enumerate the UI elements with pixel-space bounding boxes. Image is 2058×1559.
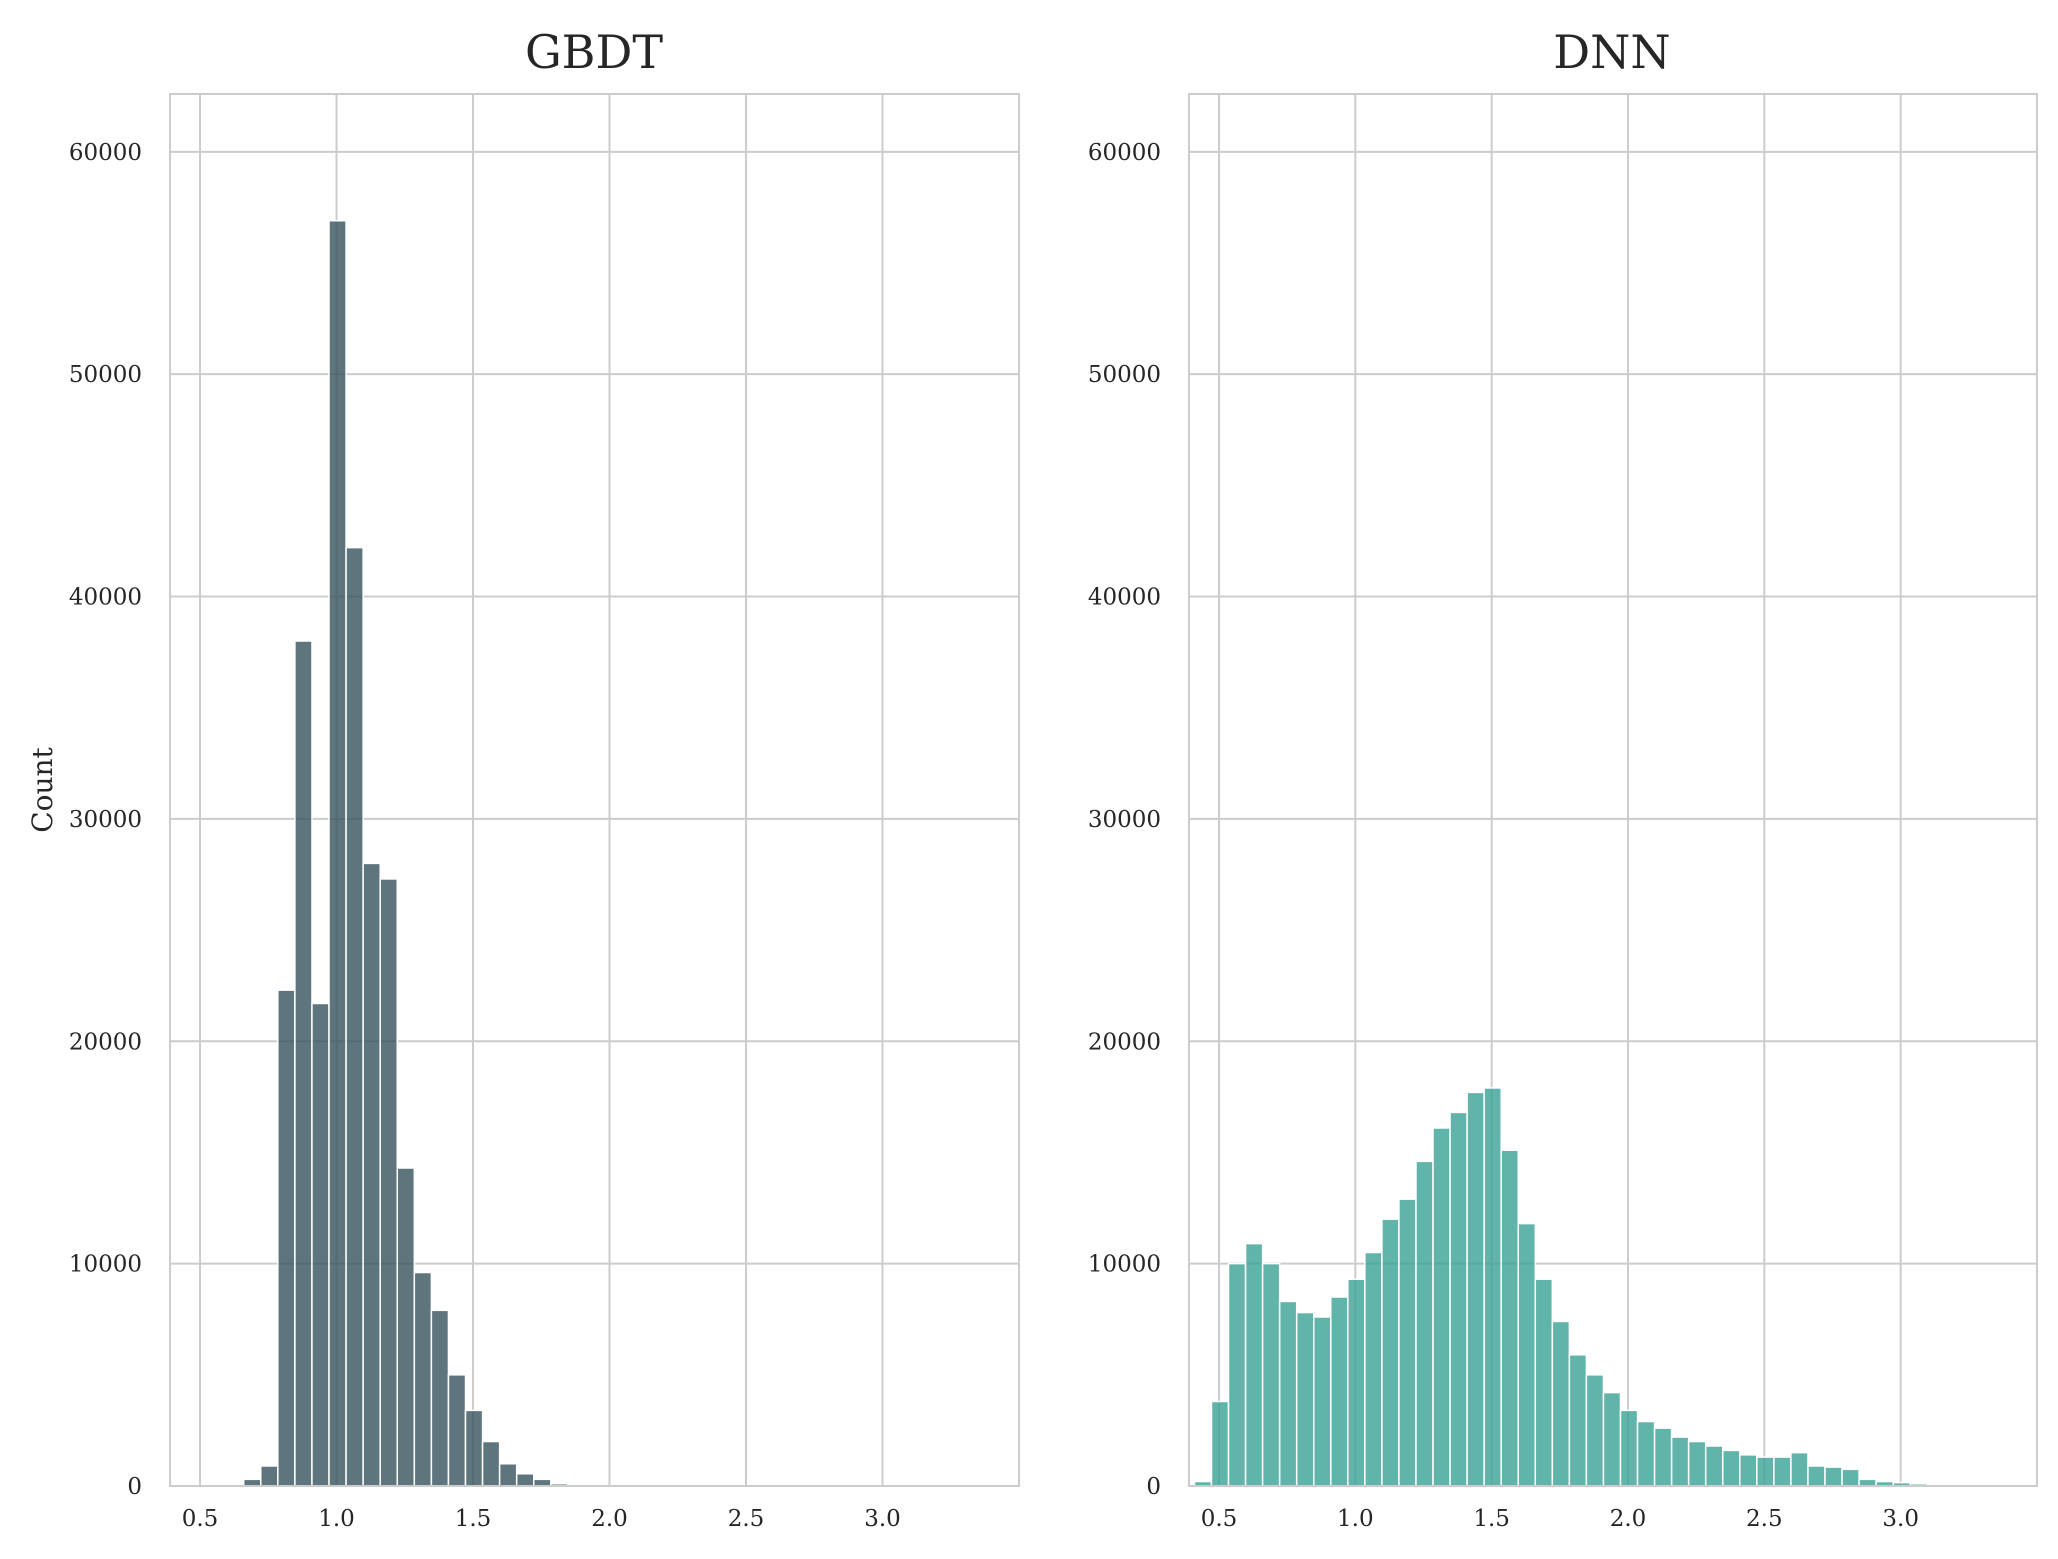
dnn-histogram-bar: [1364, 1251, 1383, 1487]
gbdt-x-tick-label: 1.0: [318, 1506, 355, 1532]
dnn-x-tick-label: 0.5: [1201, 1506, 1238, 1532]
dnn-histogram-bar: [1790, 1451, 1809, 1487]
dnn-x-tick-label: 2.5: [1746, 1506, 1783, 1532]
gbdt-histogram-bar: [277, 989, 296, 1487]
dnn-histogram-bar: [1585, 1374, 1605, 1487]
dnn-y-tick-label: 50000: [1088, 362, 1161, 388]
gbdt-title: GBDT: [525, 25, 663, 79]
dnn-panel: DNN 0.5 1.0 1.5 2.0 2.5 3.0 0 10000 20000 30000 4…: [1088, 25, 2038, 1532]
dnn-histogram-bar: [1227, 1262, 1247, 1487]
dnn-histogram-bar: [1841, 1468, 1860, 1487]
dnn-histogram-bar: [1807, 1465, 1826, 1487]
gbdt-x-tick-label: 2.5: [728, 1506, 765, 1532]
dnn-histogram-bar: [1858, 1478, 1877, 1487]
gbdt-y-tick-label: 50000: [69, 362, 142, 388]
gbdt-histogram-bar: [328, 219, 347, 1487]
gbdt-x-tick-label: 1.5: [455, 1506, 492, 1532]
gbdt-histogram-bar: [481, 1440, 501, 1487]
dnn-histogram-bar: [1619, 1409, 1639, 1487]
dnn-histogram-bar: [1415, 1160, 1434, 1487]
dnn-histogram-bar: [1330, 1296, 1349, 1487]
gbdt-y-axis-label: Count: [26, 746, 59, 832]
dnn-histogram-bar: [1278, 1300, 1298, 1487]
gbdt-y-tick-label: 60000: [69, 140, 142, 166]
gbdt-histogram-bar: [294, 640, 313, 1487]
dnn-histogram-bar: [1721, 1449, 1741, 1487]
gbdt-histogram-bar: [311, 1002, 330, 1487]
dnn-title: DNN: [1553, 25, 1670, 79]
gbdt-histogram-bar: [464, 1409, 484, 1487]
gbdt-y-tick-label: 10000: [69, 1252, 142, 1278]
gbdt-x-tick-label: 3.0: [864, 1506, 901, 1532]
dnn-bars: [1193, 1087, 1929, 1487]
gbdt-histogram-bar: [379, 878, 399, 1487]
dnn-y-tick-label: 30000: [1088, 807, 1161, 833]
dnn-histogram-bar: [1244, 1242, 1264, 1487]
dnn-histogram-bar: [1449, 1111, 1468, 1487]
gbdt-y-tick-label: 30000: [69, 807, 142, 833]
gbdt-y-tick-label: 40000: [69, 585, 142, 611]
dnn-y-tick-label: 20000: [1088, 1029, 1161, 1055]
gbdt-histogram-bar: [533, 1478, 552, 1487]
dnn-y-tick-label: 40000: [1088, 585, 1161, 611]
dnn-x-tick-label: 1.5: [1473, 1506, 1510, 1532]
dnn-histogram-bar: [1756, 1456, 1775, 1487]
dnn-histogram-bar: [1466, 1091, 1485, 1487]
dnn-histogram-bar: [1824, 1466, 1843, 1487]
dnn-y-ticks: 0 10000 20000 30000 40000 50000 60000: [1088, 140, 1161, 1500]
dnn-y-tick-label: 10000: [1088, 1252, 1161, 1278]
dnn-histogram-bar: [1517, 1222, 1537, 1487]
gbdt-histogram-bar: [345, 546, 364, 1487]
dnn-histogram-bar: [1704, 1445, 1724, 1487]
gbdt-x-tick-label: 0.5: [182, 1506, 219, 1532]
gbdt-panel: GBDT Count 0.5 1.0 1.5 2.0 2.5 3.0 0 10000 2000…: [26, 25, 1020, 1532]
gbdt-histogram-bar: [430, 1309, 450, 1487]
gbdt-y-tick-label: 0: [127, 1474, 142, 1500]
gbdt-histogram-bar: [260, 1465, 279, 1487]
dnn-y-tick-label: 0: [1146, 1474, 1161, 1500]
dnn-y-tick-label: 60000: [1088, 140, 1161, 166]
gbdt-histogram-bar: [498, 1463, 518, 1487]
dnn-histogram-bar: [1261, 1262, 1281, 1487]
dnn-histogram-bar: [1347, 1278, 1366, 1487]
dnn-histogram-bar: [1295, 1311, 1315, 1487]
dnn-histogram-bar: [1312, 1316, 1332, 1487]
dnn-histogram-bar: [1534, 1278, 1554, 1487]
gbdt-histogram-bar: [242, 1478, 262, 1487]
gbdt-y-tick-label: 20000: [69, 1029, 142, 1055]
dnn-plot-frame: [1188, 93, 2038, 1487]
dnn-histogram-bar: [1432, 1127, 1451, 1487]
gbdt-x-ticks: 0.5 1.0 1.5 2.0 2.5 3.0: [182, 1506, 901, 1532]
dnn-x-tick-label: 2.0: [1610, 1506, 1647, 1532]
dnn-histogram-bar: [1773, 1456, 1792, 1487]
dnn-histogram-bar: [1551, 1320, 1571, 1487]
dnn-x-tick-label: 3.0: [1882, 1506, 1919, 1532]
dnn-histogram-bar: [1483, 1087, 1502, 1487]
dnn-histogram-bar: [1381, 1218, 1400, 1487]
dnn-histogram-bar: [1739, 1454, 1758, 1487]
gbdt-histogram-bar: [447, 1374, 467, 1487]
gbdt-histogram-bar: [515, 1473, 535, 1487]
dnn-histogram-bar: [1210, 1400, 1230, 1487]
dnn-histogram-bar: [1670, 1436, 1690, 1487]
dnn-histogram-bar: [1568, 1354, 1588, 1487]
dnn-x-ticks: 0.5 1.0 1.5 2.0 2.5 3.0: [1201, 1506, 1919, 1532]
gbdt-x-tick-label: 2.0: [591, 1506, 628, 1532]
dnn-histogram-bar: [1687, 1440, 1707, 1487]
dnn-histogram-bar: [1398, 1198, 1417, 1487]
dnn-grid: [1189, 94, 2037, 1487]
dnn-histogram-bar: [1602, 1391, 1622, 1487]
gbdt-histogram-bar: [362, 862, 381, 1487]
gbdt-bars: [242, 219, 586, 1487]
dnn-histogram-bar: [1653, 1427, 1673, 1487]
dnn-x-tick-label: 1.0: [1337, 1506, 1374, 1532]
gbdt-y-ticks: 0 10000 20000 30000 40000 50000 60000: [69, 140, 142, 1500]
gbdt-histogram-bar: [413, 1271, 433, 1487]
gbdt-histogram-bar: [396, 1167, 416, 1487]
dnn-histogram-bar: [1500, 1149, 1519, 1487]
gbdt-plot-frame: [169, 93, 1020, 1487]
dnn-histogram-bar: [1636, 1420, 1656, 1487]
